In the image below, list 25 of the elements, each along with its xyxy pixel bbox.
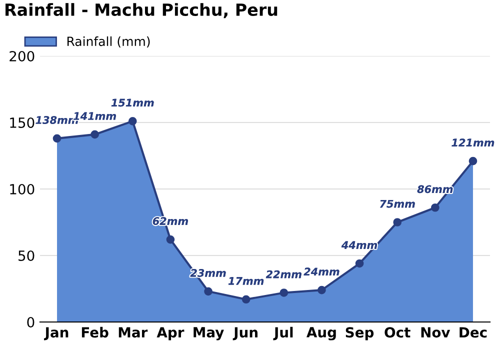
chart-title: Rainfall - Machu Picchu, Peru: [6, 3, 278, 18]
legend-label: Rainfall (mm): [67, 36, 150, 48]
x-tick-label: Jun: [232, 327, 258, 340]
data-label: 24mm: [304, 268, 340, 276]
x-tick-label: Feb: [82, 326, 108, 338]
y-tick-label: 100: [10, 184, 34, 194]
y-tick-label: 50: [18, 250, 34, 261]
x-tick-label: Jan: [44, 327, 68, 340]
x-tick-label: May: [194, 327, 224, 340]
x-tick-label: Aug: [306, 327, 336, 340]
y-tick-label: 150: [10, 117, 34, 128]
data-label: 121mm: [452, 138, 494, 146]
x-tick-label: Oct: [384, 327, 410, 338]
x-tick-label: Dec: [460, 327, 487, 338]
y-tick-label: 0: [27, 316, 34, 328]
x-tick-label: Nov: [421, 327, 450, 338]
x-tick-label: Sep: [346, 327, 374, 340]
data-label: 75mm: [380, 200, 415, 208]
data-label: 17mm: [228, 277, 264, 285]
x-tick-label: Apr: [156, 327, 184, 340]
x-tick-label: Mar: [118, 327, 148, 338]
x-tick-label: Jul: [273, 326, 293, 340]
data-label: 22mm: [266, 270, 302, 278]
data-label: 151mm: [111, 98, 154, 107]
y-tick-label: 200: [10, 50, 34, 62]
